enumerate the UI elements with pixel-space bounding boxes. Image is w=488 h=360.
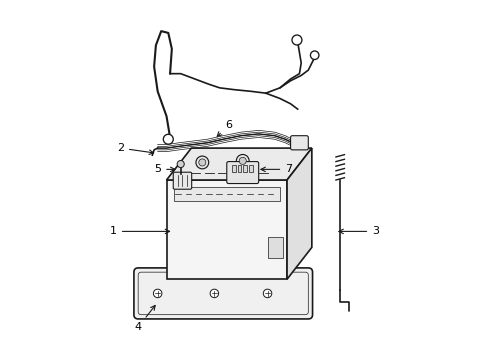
Text: 2: 2 [117,143,153,154]
Bar [173,187,279,201]
FancyBboxPatch shape [173,172,191,189]
Text: 6: 6 [217,120,232,136]
Polygon shape [166,148,311,180]
Bar [232,166,235,172]
Circle shape [263,289,271,298]
Circle shape [196,156,208,169]
FancyBboxPatch shape [134,268,312,319]
Bar [267,237,283,258]
Circle shape [310,51,318,59]
Polygon shape [286,148,311,279]
Bar [248,166,252,172]
Text: 3: 3 [338,226,378,237]
FancyBboxPatch shape [226,162,258,184]
Circle shape [163,134,173,144]
FancyBboxPatch shape [290,136,307,150]
Circle shape [210,289,218,298]
Text: 7: 7 [261,165,292,174]
Bar [237,166,241,172]
Circle shape [153,289,162,298]
Circle shape [198,159,205,166]
Bar [166,180,286,279]
Circle shape [291,35,301,45]
Text: 1: 1 [110,226,169,237]
Circle shape [236,154,248,167]
Text: 5: 5 [154,165,175,174]
Circle shape [177,161,184,168]
Text: 4: 4 [134,305,155,332]
Bar [243,166,246,172]
Circle shape [239,157,246,165]
